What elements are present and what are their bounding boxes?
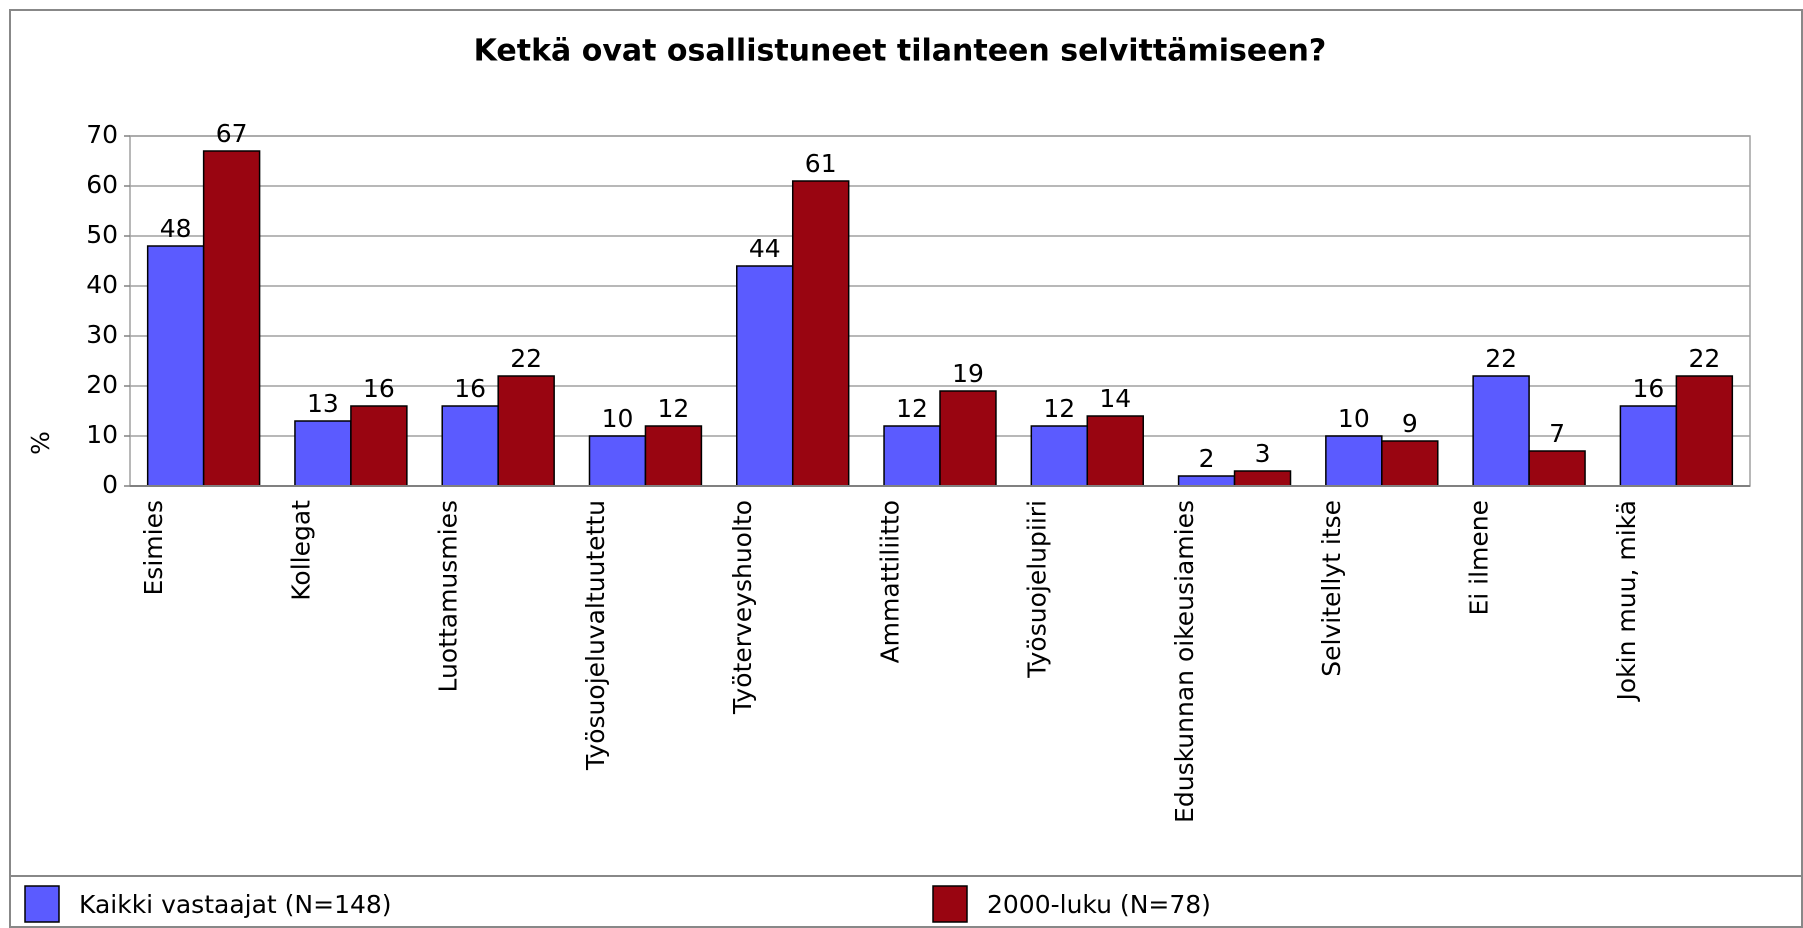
bar bbox=[1472, 375, 1530, 487]
legend-label: Kaikki vastaajat (N=148) bbox=[79, 890, 392, 919]
legend-swatch bbox=[24, 885, 60, 923]
y-axis-label: % bbox=[26, 431, 55, 455]
bar bbox=[497, 375, 555, 487]
value-label: 16 bbox=[363, 374, 395, 403]
bar bbox=[939, 390, 997, 487]
value-label: 16 bbox=[1632, 374, 1664, 403]
x-tick-label: Ammattiliitto bbox=[875, 500, 904, 663]
y-tick-label: 40 bbox=[86, 270, 118, 299]
legend-swatch bbox=[932, 885, 968, 923]
y-tick-label: 60 bbox=[86, 170, 118, 199]
value-label: 3 bbox=[1255, 439, 1271, 468]
bar bbox=[736, 265, 794, 487]
bar bbox=[1619, 405, 1678, 487]
y-tick-label: 30 bbox=[86, 320, 118, 349]
value-label: 13 bbox=[307, 389, 339, 418]
value-label: 12 bbox=[1043, 394, 1075, 423]
bar bbox=[1177, 475, 1236, 487]
x-tick-label: Työterveyshuolto bbox=[728, 500, 757, 715]
bar bbox=[1675, 375, 1734, 487]
value-label: 9 bbox=[1402, 409, 1418, 438]
value-label: 61 bbox=[805, 149, 837, 178]
value-label: 67 bbox=[216, 119, 248, 148]
value-label: 19 bbox=[952, 359, 984, 388]
x-tick-label: Kollegat bbox=[286, 500, 315, 601]
x-tick-label: Eduskunnan oikeusiamies bbox=[1170, 500, 1199, 823]
value-label: 44 bbox=[749, 234, 781, 263]
value-label: 48 bbox=[160, 214, 192, 243]
bar bbox=[1086, 415, 1144, 487]
bar bbox=[1528, 450, 1586, 487]
y-tick-label: 20 bbox=[86, 370, 118, 399]
value-label: 10 bbox=[1338, 404, 1370, 433]
bar bbox=[883, 425, 941, 487]
bar bbox=[1325, 435, 1383, 487]
x-tick-label: Selvitellyt itse bbox=[1317, 500, 1346, 677]
x-tick-label: Luottamusmies bbox=[434, 500, 463, 692]
x-tick-label: Ei ilmene bbox=[1464, 500, 1493, 616]
bar bbox=[1030, 425, 1089, 487]
bar bbox=[441, 405, 499, 487]
value-label: 16 bbox=[454, 374, 486, 403]
bar bbox=[350, 405, 408, 487]
x-tick-label: Jokin muu, mikä bbox=[1612, 500, 1641, 702]
value-label: 2 bbox=[1199, 444, 1215, 473]
bar bbox=[644, 425, 703, 487]
x-tick-label: Esimies bbox=[139, 500, 168, 595]
value-label: 7 bbox=[1549, 419, 1565, 448]
legend-label: 2000-luku (N=78) bbox=[987, 890, 1211, 919]
value-label: 22 bbox=[510, 344, 542, 373]
y-tick-label: 10 bbox=[86, 420, 118, 449]
bar bbox=[791, 180, 850, 487]
value-label: 10 bbox=[602, 404, 634, 433]
bar bbox=[1233, 470, 1292, 487]
x-tick-label: Työsuojeluvaltuutettu bbox=[581, 500, 610, 771]
value-label: 12 bbox=[896, 394, 928, 423]
y-tick-label: 0 bbox=[102, 470, 118, 499]
y-tick-label: 70 bbox=[86, 120, 118, 149]
bar bbox=[1381, 440, 1439, 487]
value-label: 22 bbox=[1485, 344, 1517, 373]
x-tick-label: Työsuojelupiiri bbox=[1023, 500, 1052, 679]
value-label: 12 bbox=[658, 394, 690, 423]
value-label: 14 bbox=[1099, 384, 1131, 413]
value-label: 22 bbox=[1688, 344, 1720, 373]
bar bbox=[588, 435, 647, 487]
chart-title: Ketkä ovat osallistuneet tilanteen selvi… bbox=[474, 34, 1327, 69]
bar bbox=[294, 420, 352, 487]
y-tick-label: 50 bbox=[86, 220, 118, 249]
bar bbox=[146, 245, 205, 487]
bar bbox=[202, 150, 261, 487]
